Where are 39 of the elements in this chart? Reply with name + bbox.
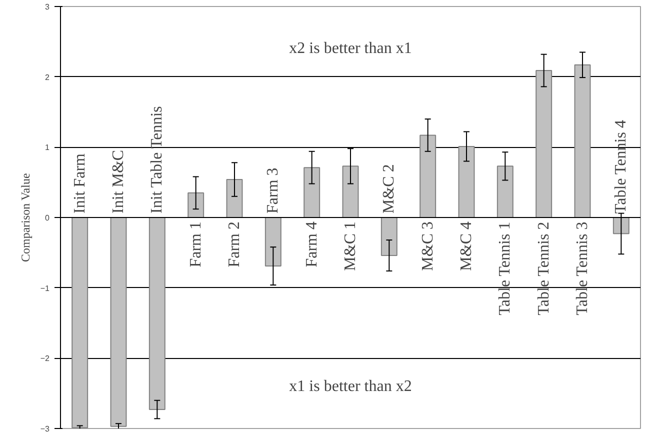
bar bbox=[458, 146, 475, 218]
annotation: x2 is better than x1 bbox=[289, 40, 412, 58]
x-tick-label: Farm 4 bbox=[303, 221, 320, 268]
bar bbox=[226, 179, 243, 218]
x-tick-label: Init M&C bbox=[110, 150, 127, 214]
bar bbox=[380, 217, 398, 256]
bar bbox=[148, 217, 166, 410]
bar bbox=[264, 217, 282, 267]
x-tick-label: M&C 4 bbox=[458, 222, 475, 271]
x-tick-label: Init Table Tennis bbox=[148, 106, 166, 214]
bar bbox=[496, 166, 514, 218]
bar bbox=[72, 217, 88, 428]
x-tick-label: M&C 2 bbox=[380, 164, 398, 214]
y-tick-label: 0 bbox=[45, 214, 50, 222]
x-tick-label: M&C 1 bbox=[342, 222, 359, 271]
y-tick-label: 3 bbox=[45, 2, 50, 12]
bar bbox=[420, 134, 436, 218]
y-tick-label: 1 bbox=[45, 143, 50, 152]
bar bbox=[188, 192, 204, 218]
x-tick-label: Init Farm bbox=[71, 152, 88, 214]
x-tick-label: Farm 2 bbox=[226, 221, 243, 268]
bar bbox=[110, 217, 127, 427]
y-tick-label: −3 bbox=[40, 424, 50, 434]
y-axis-title: Comparison Value bbox=[18, 173, 32, 262]
x-tick-label: Farm 3 bbox=[264, 168, 282, 214]
annotation: x1 is better than x2 bbox=[289, 378, 412, 395]
x-tick-label: M&C 3 bbox=[419, 222, 436, 271]
x-tick-label: Table Tennis 1 bbox=[496, 222, 514, 316]
x-tick-label: Farm 1 bbox=[187, 221, 204, 268]
bar bbox=[304, 167, 320, 218]
x-tick-label: Table Tennis 2 bbox=[535, 222, 552, 316]
x-tick-label: Table Tennis 4 bbox=[612, 120, 630, 214]
bar bbox=[342, 166, 359, 218]
y-tick-label: −2 bbox=[40, 354, 50, 364]
bar bbox=[536, 70, 552, 218]
y-tick-label: −1 bbox=[40, 284, 50, 293]
y-tick-label: 2 bbox=[45, 72, 50, 82]
x-tick-label: Table Tennis 3 bbox=[574, 222, 591, 316]
bar bbox=[574, 64, 591, 218]
